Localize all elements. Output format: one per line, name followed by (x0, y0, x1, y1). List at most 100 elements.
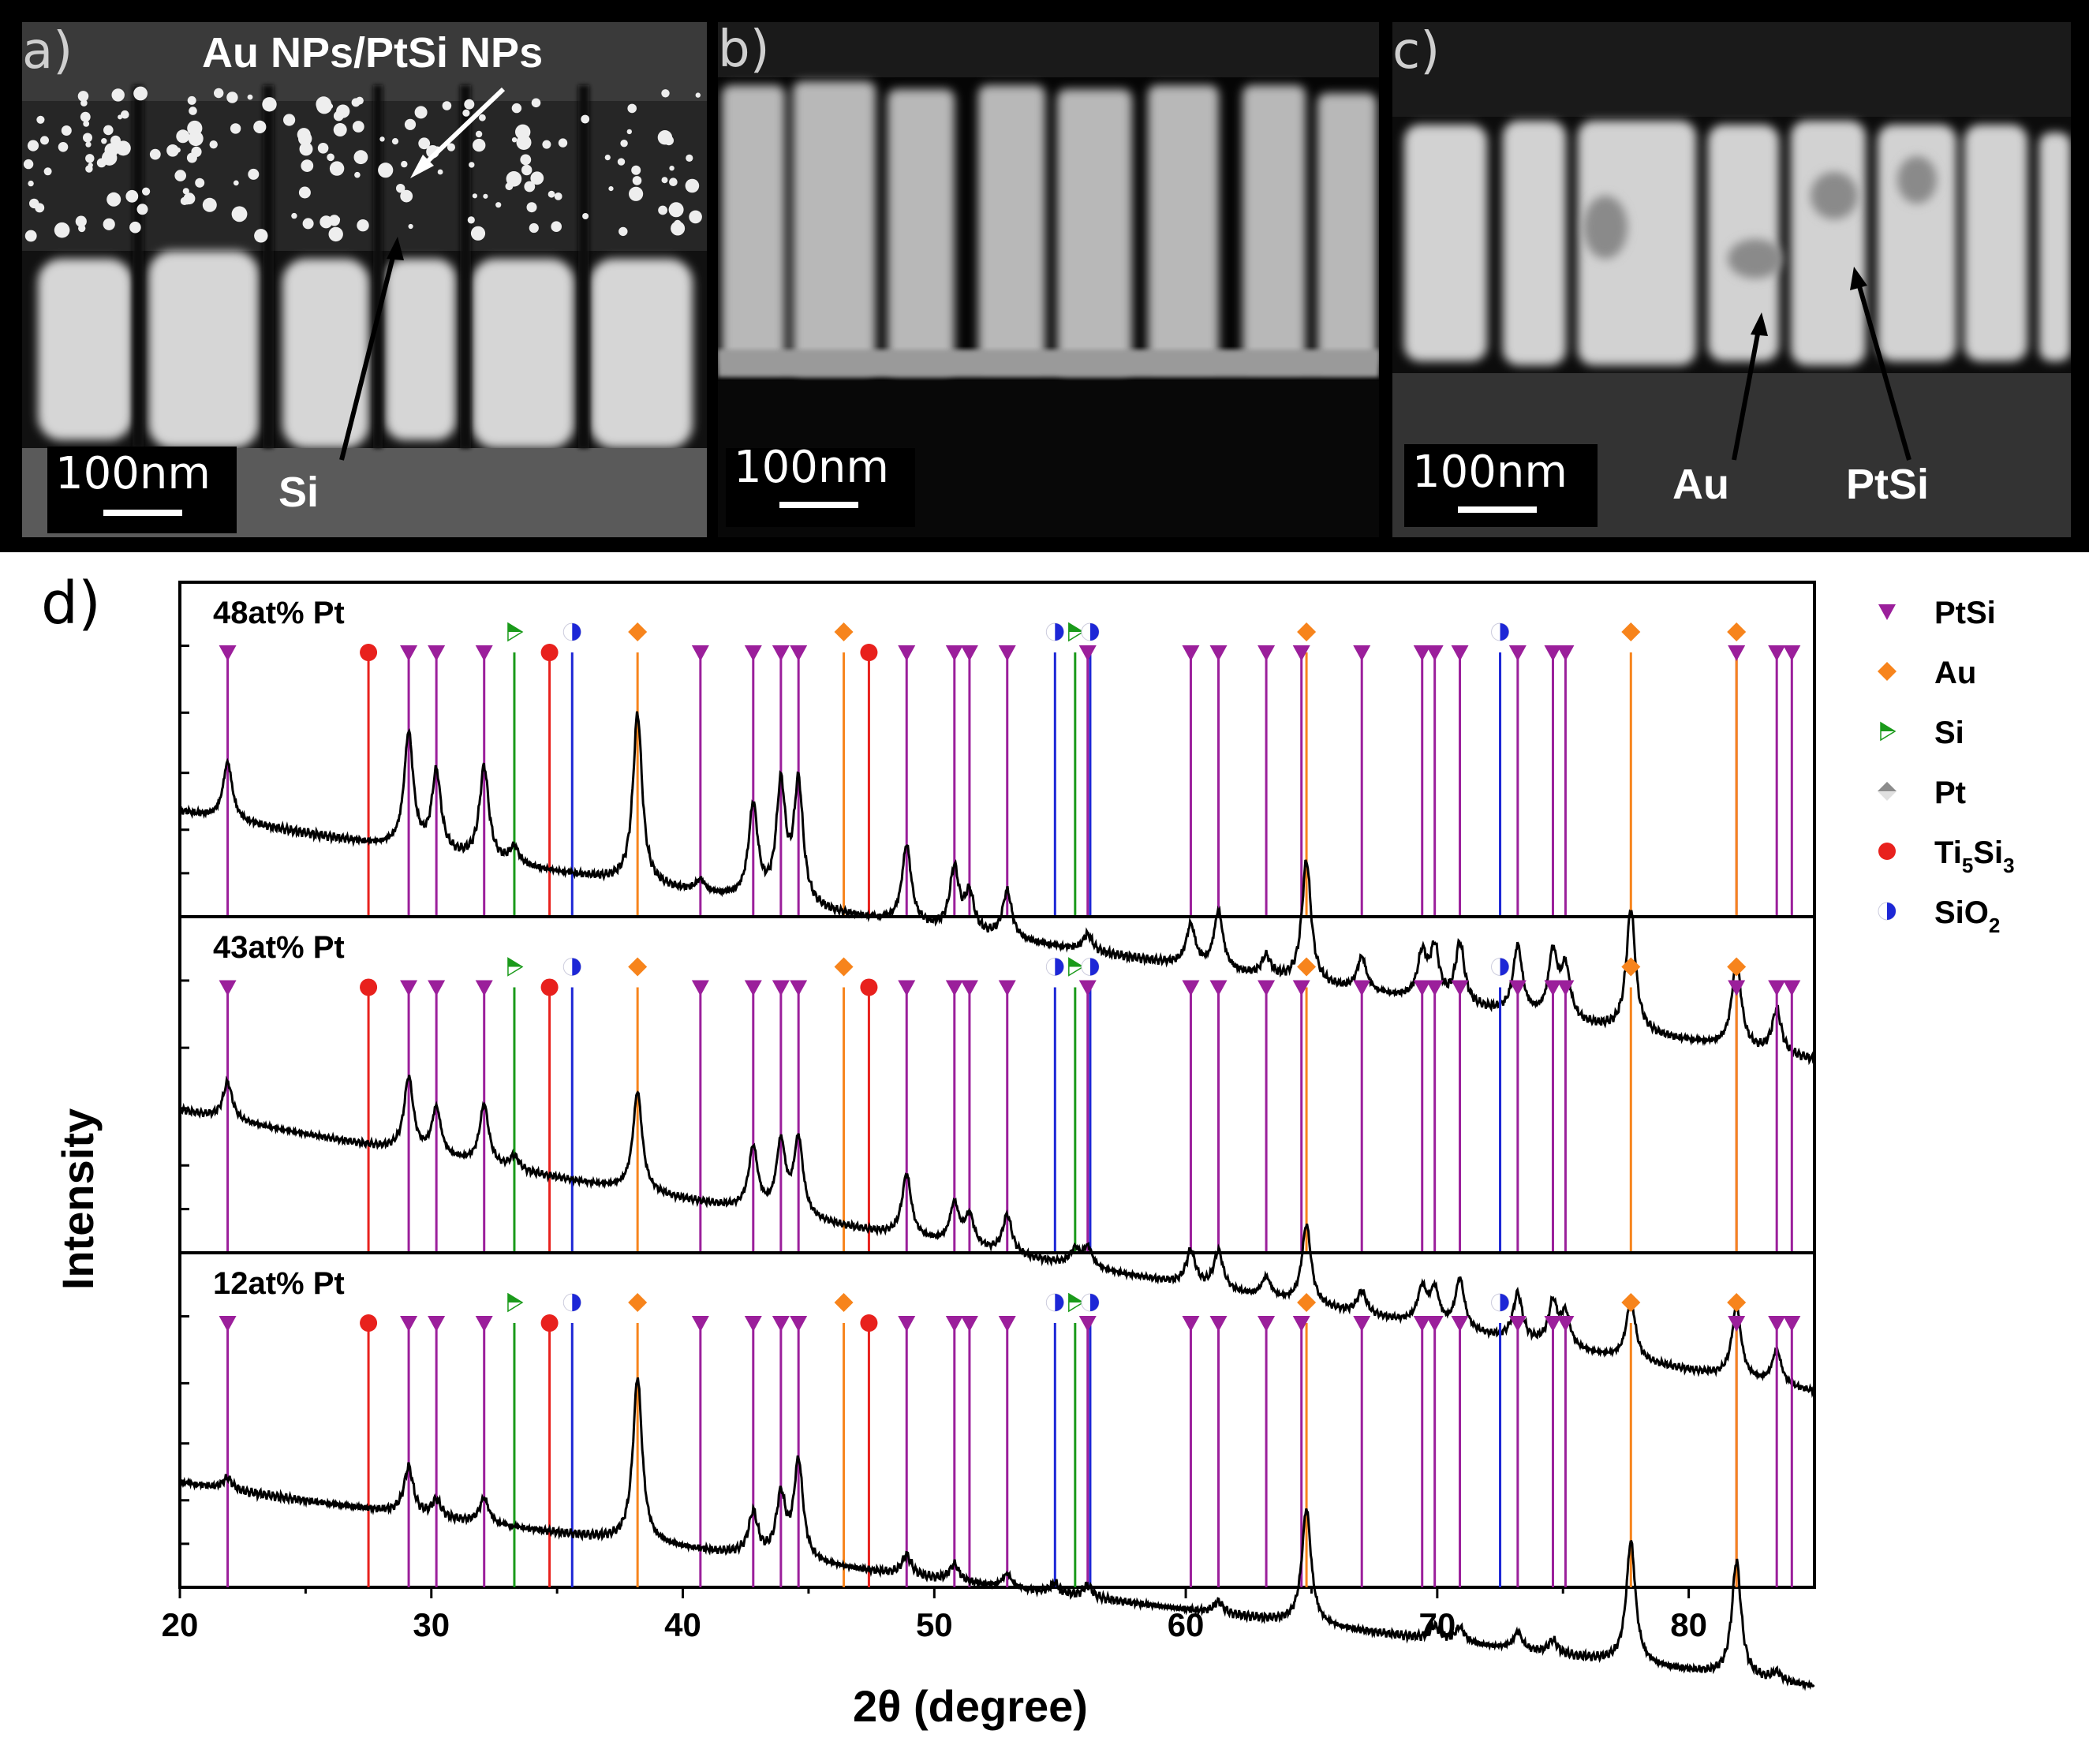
marker-ptsi (1078, 1316, 1097, 1332)
nanoparticle (473, 138, 486, 152)
nanoparticle (674, 219, 682, 227)
marker-au (1621, 622, 1641, 642)
marker-ti5si3 (540, 1314, 559, 1332)
marker-ptsi (1783, 1316, 1801, 1332)
annotation-ptsi: PtSi (1846, 461, 1930, 508)
nanoparticle (396, 184, 405, 193)
marker-ti5si3 (540, 644, 559, 662)
nanoparticle (617, 158, 626, 166)
nanoparticle (334, 216, 341, 222)
marker-si-fill (507, 623, 522, 633)
marker-ptsi (1451, 645, 1469, 662)
nanoparticle (558, 138, 568, 148)
series-label: 43at% Pt (213, 930, 345, 965)
marker-ptsi (945, 980, 963, 996)
marker-ptsi (960, 1316, 978, 1332)
scale-bar-c (1458, 506, 1537, 513)
x-tick-label: 40 (664, 1606, 701, 1643)
nanoparticle (521, 164, 533, 176)
marker-au (1621, 1293, 1641, 1313)
marker-ptsi (1556, 1316, 1575, 1332)
arrow-au-nps (418, 87, 506, 170)
x-axis-label: 2θ (degree) (853, 1681, 1088, 1731)
nanoparticle (254, 229, 268, 243)
nanoparticle (83, 133, 92, 143)
marker-sio2-fill (572, 623, 581, 641)
nanoparticle (356, 152, 368, 163)
x-axis-ticks: 20 30 40 50 60 70 80 (162, 1587, 1707, 1643)
marker-au (834, 1293, 854, 1313)
scale-bar-a (103, 510, 182, 516)
nanoparticle (96, 158, 107, 168)
marker-ti5si3 (860, 978, 878, 996)
marker-ti5si3 (360, 644, 378, 662)
nanoparticle (542, 140, 551, 149)
marker-ptsi (898, 645, 916, 662)
marker-ptsi (219, 1316, 237, 1332)
nanoparticle (604, 155, 611, 161)
nanoparticle (301, 159, 314, 173)
arrow-si (339, 250, 397, 461)
arrow-ptsi (1855, 280, 1911, 461)
nanoparticle (520, 154, 532, 166)
series-label: 12at% Pt (213, 1266, 345, 1301)
nanoparticle (177, 133, 187, 142)
nanoparticle (511, 103, 522, 114)
marker-ptsi (1544, 1316, 1562, 1332)
nanoparticle (115, 140, 131, 156)
nanoparticle (28, 180, 34, 187)
scale-bar-box-a (47, 447, 237, 533)
annotation-au-ptsi-nps: Au NPs/PtSi NPs (202, 29, 544, 77)
panel-frame (178, 581, 1816, 918)
nanoparticle (80, 99, 88, 107)
arrowhead-si (387, 237, 404, 260)
nanoparticle (442, 101, 452, 110)
marker-si-fill (1068, 958, 1083, 967)
nanoparticle (418, 137, 431, 150)
marker-au (834, 957, 854, 977)
nanoparticle (661, 89, 670, 98)
marker-ptsi (475, 980, 493, 996)
marker-ptsi (1209, 645, 1228, 662)
panel-frame (178, 1251, 1816, 1589)
legend-label-sio2: SiO2 (1934, 895, 2000, 937)
nanoparticle (352, 121, 364, 133)
nanoparticle (58, 142, 69, 152)
nanoparticle (483, 193, 488, 199)
nanoparticle (495, 202, 502, 208)
nanoparticle (187, 95, 196, 105)
nanoparticle (661, 177, 668, 184)
tem-image-strip: a) Au NPs/PtSi NPs Si 100nm (0, 0, 2089, 552)
nanoparticle (136, 204, 148, 215)
nanoparticle (182, 188, 189, 195)
nanoparticle (142, 187, 151, 196)
nanoparticle (226, 92, 238, 103)
nanoparticle (85, 141, 92, 148)
nanoparticle (582, 213, 589, 219)
marker-ptsi (898, 980, 916, 996)
nanoparticle (54, 222, 70, 238)
marker-ptsi (1413, 1316, 1431, 1332)
marker-ptsi (1544, 980, 1562, 996)
nanoparticle (104, 143, 119, 157)
marker-sio2-fill (1089, 958, 1099, 976)
nanoparticle (110, 135, 121, 146)
nanoparticle (248, 168, 260, 180)
nanoparticle (317, 143, 329, 154)
marker-ptsi (1209, 980, 1228, 996)
nanoparticle (529, 222, 539, 234)
marker-ptsi (998, 980, 1016, 996)
nanoparticle (166, 144, 179, 157)
marker-ptsi (428, 645, 446, 662)
nanoparticle (174, 170, 186, 181)
tem-panel-a: a) Au NPs/PtSi NPs Si 100nm (22, 22, 707, 537)
nanoparticle (291, 212, 297, 219)
marker-ptsi (1182, 1316, 1200, 1332)
marker-ptsi (1182, 980, 1200, 996)
marker-ptsi (790, 1316, 808, 1332)
xrd-series-line (178, 1377, 1815, 1691)
marker-ptsi (1508, 645, 1527, 662)
nanoparticle (626, 129, 632, 135)
marker-ptsi (1182, 645, 1200, 662)
xrd-chart: d) 48at% Pt 43at% Pt 12at% Pt 20 30 40 50 60 70… (41, 570, 2015, 1731)
